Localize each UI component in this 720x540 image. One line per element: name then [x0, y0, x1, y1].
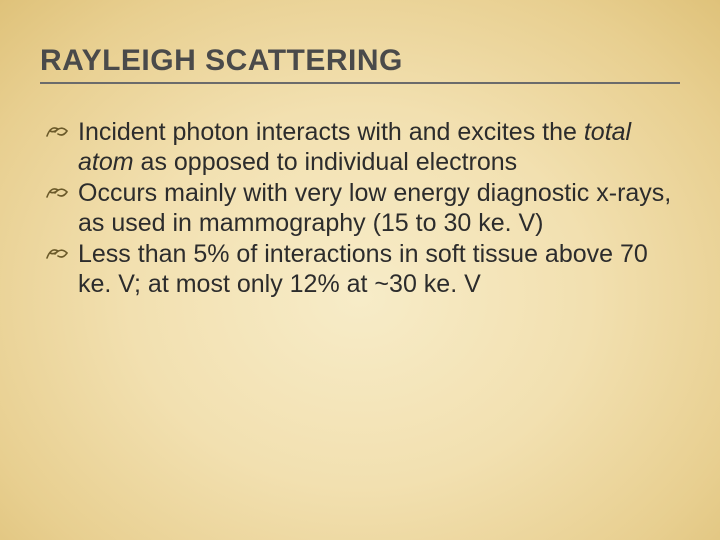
bullet-text-pre: Incident photon interacts with and excit… — [78, 118, 584, 146]
title-text: RAYLEIGH SCATTERING — [40, 44, 403, 77]
bullet-text-pre: Less than 5% of interactions in soft tis… — [78, 240, 648, 298]
slide: RAYLEIGH SCATTERING Incident photon inte… — [0, 0, 720, 540]
bullet-list: Incident photon interacts with and excit… — [40, 118, 680, 299]
list-item: Occurs mainly with very low energy diagn… — [44, 179, 680, 238]
flourish-icon — [44, 243, 70, 265]
slide-title: RAYLEIGH SCATTERING — [40, 44, 680, 84]
list-item: Less than 5% of interactions in soft tis… — [44, 240, 680, 299]
bullet-text-pre: Occurs mainly with very low energy diagn… — [78, 179, 671, 237]
list-item: Incident photon interacts with and excit… — [44, 118, 680, 177]
bullet-text-post: as opposed to individual electrons — [134, 148, 518, 176]
title-underline — [40, 82, 680, 84]
flourish-icon — [44, 121, 70, 143]
flourish-icon — [44, 182, 70, 204]
